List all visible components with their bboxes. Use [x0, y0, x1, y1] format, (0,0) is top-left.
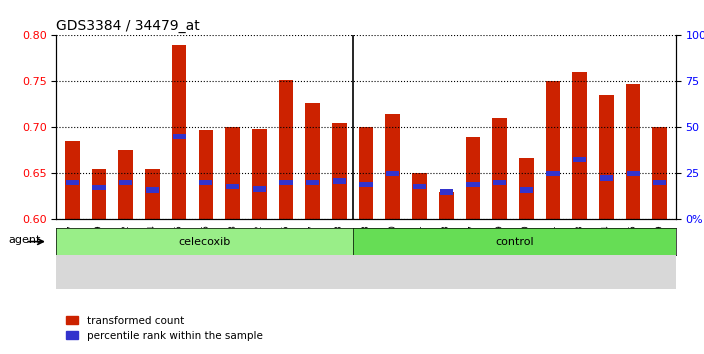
- Bar: [439, 192, 453, 219]
- Text: celecoxib: celecoxib: [178, 236, 231, 247]
- Bar: [199, 180, 213, 185]
- Bar: [279, 180, 293, 185]
- Bar: [465, 137, 480, 219]
- Bar: [385, 114, 400, 219]
- Bar: [119, 180, 132, 185]
- Bar: [413, 184, 426, 189]
- Bar: [599, 95, 614, 219]
- Bar: [492, 118, 507, 219]
- Bar: [65, 141, 80, 219]
- Bar: [600, 175, 613, 181]
- Bar: [573, 157, 586, 162]
- Bar: [519, 158, 534, 219]
- Bar: [226, 184, 239, 189]
- Bar: [333, 178, 346, 184]
- Bar: [439, 189, 453, 195]
- Bar: [520, 187, 533, 193]
- Text: GDS3384 / 34479_at: GDS3384 / 34479_at: [56, 19, 200, 33]
- Bar: [252, 129, 267, 219]
- Bar: [279, 80, 294, 219]
- Bar: [172, 45, 187, 219]
- Bar: [653, 180, 667, 185]
- Bar: [199, 130, 213, 219]
- Bar: [306, 180, 320, 185]
- Bar: [65, 180, 79, 185]
- Text: control: control: [495, 236, 534, 247]
- Bar: [359, 127, 373, 219]
- Bar: [172, 134, 186, 139]
- Bar: [360, 182, 372, 187]
- Bar: [627, 171, 640, 176]
- Bar: [626, 84, 641, 219]
- Bar: [386, 171, 399, 176]
- Bar: [92, 184, 106, 190]
- Bar: [92, 169, 106, 219]
- Bar: [493, 180, 506, 185]
- Bar: [118, 150, 133, 219]
- Bar: [253, 186, 266, 192]
- Bar: [546, 171, 560, 176]
- Text: agent: agent: [8, 235, 41, 245]
- Bar: [653, 127, 667, 219]
- Bar: [546, 81, 560, 219]
- Bar: [332, 123, 346, 219]
- Bar: [412, 173, 427, 219]
- Bar: [466, 182, 479, 187]
- Legend: transformed count, percentile rank within the sample: transformed count, percentile rank withi…: [61, 312, 267, 345]
- Bar: [225, 127, 240, 219]
- Bar: [146, 187, 159, 193]
- Bar: [145, 169, 160, 219]
- Bar: [572, 72, 587, 219]
- Bar: [306, 103, 320, 219]
